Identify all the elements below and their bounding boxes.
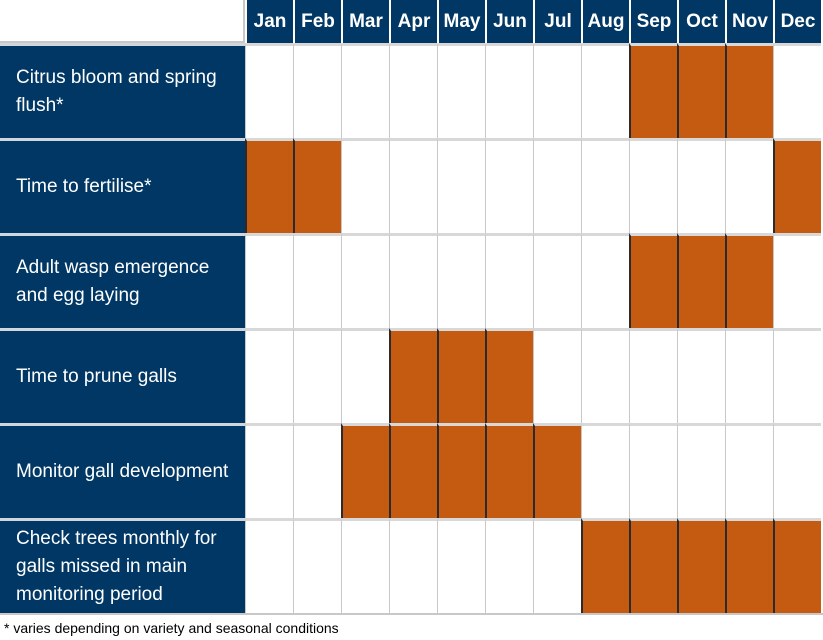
- month-cell: [341, 233, 389, 328]
- month-cell: [293, 423, 341, 518]
- active-month-cell: [725, 43, 773, 138]
- month-header-oct: Oct: [677, 0, 725, 43]
- active-month-cell: [485, 423, 533, 518]
- month-cell: [485, 138, 533, 233]
- month-cell: [389, 233, 437, 328]
- month-cell: [389, 518, 437, 613]
- month-cell: [629, 328, 677, 423]
- active-month-cell: [677, 518, 725, 613]
- active-month-cell: [437, 423, 485, 518]
- active-month-cell: [677, 233, 725, 328]
- month-cell: [245, 518, 293, 613]
- month-header-nov: Nov: [725, 0, 773, 43]
- month-cell: [581, 138, 629, 233]
- month-cell: [293, 233, 341, 328]
- month-cell: [389, 43, 437, 138]
- header-corner: [0, 0, 245, 43]
- calendar-table: Jan Feb Mar Apr May Jun Jul Aug Sep Oct Nov Dec Citr…: [0, 0, 821, 613]
- month-cell: [293, 328, 341, 423]
- month-cell: [581, 233, 629, 328]
- month-header-jun: Jun: [485, 0, 533, 43]
- active-month-cell: [677, 43, 725, 138]
- month-header-may: May: [437, 0, 485, 43]
- month-cell: [629, 138, 677, 233]
- month-cell: [437, 518, 485, 613]
- month-cell: [485, 233, 533, 328]
- month-cell: [533, 138, 581, 233]
- month-cell: [677, 138, 725, 233]
- month-cell: [437, 43, 485, 138]
- month-cell: [341, 43, 389, 138]
- month-cell: [533, 43, 581, 138]
- active-month-cell: [725, 518, 773, 613]
- month-cell: [485, 43, 533, 138]
- month-cell: [677, 423, 725, 518]
- active-month-cell: [485, 328, 533, 423]
- month-cell: [245, 233, 293, 328]
- active-month-cell: [581, 518, 629, 613]
- month-cell: [485, 518, 533, 613]
- active-month-cell: [245, 138, 293, 233]
- active-month-cell: [533, 423, 581, 518]
- month-cell: [533, 518, 581, 613]
- active-month-cell: [341, 423, 389, 518]
- row-label: Time to prune galls: [0, 328, 245, 423]
- month-cell: [773, 423, 821, 518]
- month-cell: [293, 518, 341, 613]
- month-cell: [245, 328, 293, 423]
- active-month-cell: [725, 233, 773, 328]
- month-cell: [773, 43, 821, 138]
- row-label: Check trees monthly for galls missed in …: [0, 518, 245, 613]
- month-header-feb: Feb: [293, 0, 341, 43]
- active-month-cell: [629, 518, 677, 613]
- month-header-apr: Apr: [389, 0, 437, 43]
- month-cell: [773, 328, 821, 423]
- month-cell: [533, 233, 581, 328]
- row-label: Adult wasp emergence and egg laying: [0, 233, 245, 328]
- month-cell: [581, 328, 629, 423]
- row-label: Citrus bloom and spring flush*: [0, 43, 245, 138]
- month-header-jan: Jan: [245, 0, 293, 43]
- active-month-cell: [773, 138, 821, 233]
- month-cell: [245, 423, 293, 518]
- active-month-cell: [389, 328, 437, 423]
- month-cell: [437, 138, 485, 233]
- month-cell: [677, 328, 725, 423]
- month-header-sep: Sep: [629, 0, 677, 43]
- month-header-dec: Dec: [773, 0, 821, 43]
- month-cell: [629, 423, 677, 518]
- active-month-cell: [437, 328, 485, 423]
- active-month-cell: [389, 423, 437, 518]
- active-month-cell: [293, 138, 341, 233]
- footnote: * varies depending on variety and season…: [0, 613, 823, 640]
- month-cell: [725, 328, 773, 423]
- month-cell: [725, 138, 773, 233]
- month-cell: [389, 138, 437, 233]
- month-cell: [581, 423, 629, 518]
- month-header-aug: Aug: [581, 0, 629, 43]
- active-month-cell: [773, 518, 821, 613]
- month-header-jul: Jul: [533, 0, 581, 43]
- month-cell: [533, 328, 581, 423]
- active-month-cell: [629, 233, 677, 328]
- month-cell: [341, 138, 389, 233]
- row-label: Monitor gall development: [0, 423, 245, 518]
- row-label: Time to fertilise*: [0, 138, 245, 233]
- month-cell: [341, 518, 389, 613]
- month-cell: [725, 423, 773, 518]
- month-cell: [293, 43, 341, 138]
- month-header-mar: Mar: [341, 0, 389, 43]
- month-cell: [773, 233, 821, 328]
- month-cell: [581, 43, 629, 138]
- month-cell: [437, 233, 485, 328]
- active-month-cell: [629, 43, 677, 138]
- month-cell: [245, 43, 293, 138]
- month-cell: [341, 328, 389, 423]
